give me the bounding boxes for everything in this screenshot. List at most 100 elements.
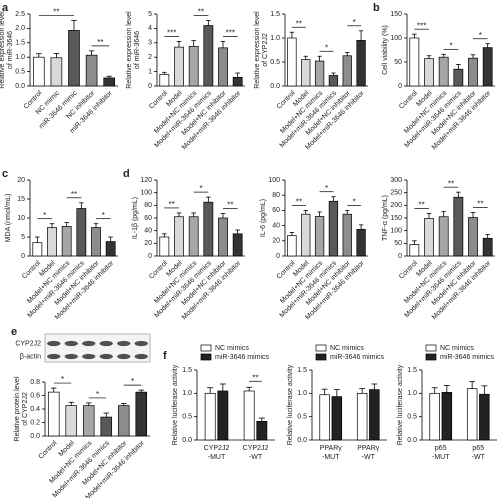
y-tick-label: 20 [17,177,25,184]
bar [68,30,80,87]
y-tick-label: 1.0 [407,390,417,397]
y-tick-label: 250 [390,190,402,197]
sig-label: * [325,43,328,52]
y-tick-label: 0.5 [270,59,280,66]
bar [91,227,101,257]
bar [342,213,352,257]
y-tick-label: 120 [140,177,152,184]
blot-band [47,340,61,347]
bar [103,77,116,87]
bar [441,392,453,441]
bar [76,208,87,257]
x-tick-label: Control [38,439,59,460]
y-tick-label: 60 [272,207,280,214]
bar [218,47,228,87]
y-axis-label: IL-1β (pg/mL) [132,197,139,239]
bar [301,213,311,257]
x-tick-label: Control [398,89,419,110]
panel-label: f [163,350,167,362]
y-axis-label: of CYP2J2 [22,392,29,426]
sig-label: * [325,184,328,193]
y-tick-label: 80 [144,202,152,209]
x-tick-label: p65 [472,445,484,452]
sig-label: ** [477,200,483,209]
x-tick-label: Control [276,89,297,110]
y-tick-label: 100 [268,177,280,184]
y-tick-label: 40 [144,228,152,235]
y-tick-label: 0 [148,83,152,90]
blot-label: CYP2J2 [15,340,41,347]
y-tick-label: 0.0 [407,437,417,444]
y-tick-label: 0 [148,253,152,260]
y-tick-label: 1.5 [407,367,417,374]
legend-swatch [200,344,212,352]
y-tick-label: 0.5 [407,414,417,421]
legend-label: NC mimics [440,345,474,352]
x-tick-label: p65 [435,445,447,452]
x-tick-label: Control [398,259,419,280]
x-tick-label: -MUT [432,454,450,461]
y-axis-label: Relative luciferase activity [397,364,404,445]
bar [342,55,352,87]
y-tick-label: 80 [272,192,280,199]
x-tick-label: -WT [249,454,263,461]
y-tick-label: 1.5 [297,367,307,374]
x-tick-label: -MUT [208,454,226,461]
panel-label: e [11,326,17,338]
bar [453,196,464,257]
bar [61,226,72,257]
bar [47,391,60,437]
blot-band [47,353,61,360]
x-tick-label: CYP2J2 [204,445,230,452]
sig-label: ** [448,179,454,188]
y-tick-label: 0 [21,253,25,260]
y-tick-label: 15 [17,196,25,203]
bar [47,227,57,257]
bar [117,405,130,437]
y-tick-label: 100 [390,228,402,235]
bar [369,389,380,441]
legend-swatch [425,353,437,361]
y-axis-label: Relative luciferase activity [287,364,294,445]
blot-band [117,353,131,360]
blot-band [134,353,148,360]
sig-label: ** [419,201,425,210]
bar [32,56,45,87]
bar [438,216,449,257]
y-axis-label: IL-6 (pg/mL) [260,199,267,237]
y-tick-label: 150 [390,11,402,18]
blot-band [82,340,96,347]
bar [159,74,170,87]
y-tick-label: 5 [21,234,25,241]
bar [243,390,255,441]
bar [217,390,229,441]
legend-swatch [315,353,327,361]
x-tick-label: PPARγ [320,445,343,452]
legend-swatch [200,353,212,361]
y-tick-label: 1.0 [297,390,307,397]
legend-label: NC mimics [215,345,249,352]
sig-label: * [199,184,202,193]
y-tick-label: 0.0 [182,437,192,444]
sig-label: * [353,18,356,27]
y-tick-label: 0.0 [270,83,280,90]
sig-label: ** [198,8,204,17]
sig-label: * [449,41,452,50]
bar [319,394,330,441]
sig-label: ** [97,38,103,47]
y-tick-label: 0.4 [30,406,40,413]
bar [203,25,214,87]
bar [479,393,490,441]
bar [232,77,243,87]
y-tick-label: 2.5 [15,11,25,18]
bar [203,201,214,257]
legend-label: NC mimics [330,345,364,352]
y-tick-label: 1.0 [270,35,280,42]
y-tick-label: 0.5 [15,68,25,75]
y-axis-label: Relative expression level [0,11,6,89]
y-tick-label: 10 [17,215,25,222]
x-tick-label: -MUT [322,454,340,461]
bar [287,37,297,87]
bar [204,392,216,441]
blot-band [134,340,148,347]
